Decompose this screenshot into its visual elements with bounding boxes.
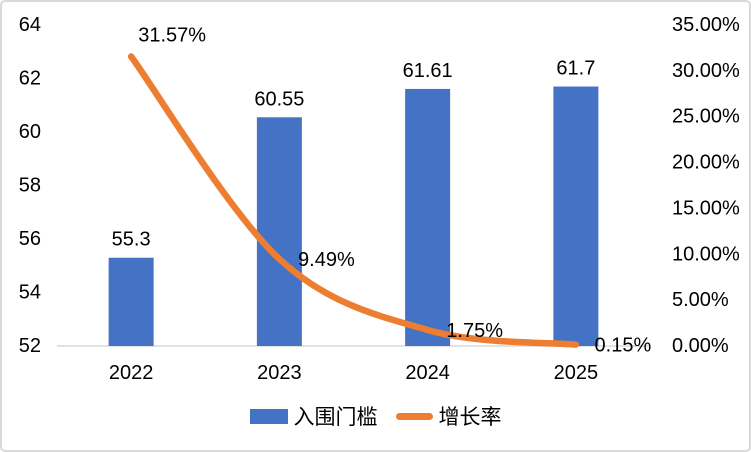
x-axis-label: 2025 bbox=[554, 362, 599, 384]
line-series-swatch-icon bbox=[395, 412, 433, 420]
right-axis-tick-label: 20.00% bbox=[672, 152, 740, 174]
bar-value-label: 61.7 bbox=[556, 58, 595, 80]
left-axis-tick-label: 64 bbox=[19, 14, 41, 36]
x-axis-label: 2022 bbox=[109, 362, 154, 384]
left-axis-tick-label: 52 bbox=[19, 335, 41, 357]
line-point-label: 0.15% bbox=[595, 335, 652, 357]
line-series bbox=[127, 53, 580, 348]
bar bbox=[108, 257, 154, 346]
legend: 入围门槛 增长率 bbox=[0, 402, 751, 430]
left-axis-tick-label: 58 bbox=[19, 175, 41, 197]
left-axis-tick-label: 54 bbox=[19, 282, 41, 304]
right-axis-tick-label: 30.00% bbox=[672, 60, 740, 82]
bar bbox=[256, 117, 302, 346]
left-axis-tick-label: 60 bbox=[19, 121, 41, 143]
right-axis-tick-label: 35.00% bbox=[672, 14, 740, 36]
right-axis-tick-label: 15.00% bbox=[672, 197, 740, 219]
legend-label-line-series: 增长率 bbox=[438, 406, 502, 429]
bar bbox=[405, 88, 451, 347]
x-axis-label: 2023 bbox=[257, 362, 302, 384]
line-point-label: 1.75% bbox=[446, 320, 503, 342]
x-axis-label: 2024 bbox=[405, 362, 450, 384]
legend-label-bar-series: 入围门槛 bbox=[293, 406, 378, 429]
left-axis-tick-label: 62 bbox=[19, 68, 41, 90]
line-point-label: 31.57% bbox=[138, 24, 206, 46]
bar-series-swatch-icon bbox=[249, 408, 288, 424]
right-axis-tick-label: 10.00% bbox=[672, 243, 740, 265]
legend-item-line-series: 增长率 bbox=[395, 401, 502, 431]
bar-value-label: 60.55 bbox=[254, 88, 304, 110]
right-axis-tick-label: 25.00% bbox=[672, 106, 740, 128]
right-axis-tick-label: 0.00% bbox=[672, 335, 729, 357]
left-axis-tick-label: 56 bbox=[19, 228, 41, 250]
bar-value-label: 55.3 bbox=[112, 229, 151, 251]
right-axis-tick-label: 5.00% bbox=[672, 289, 729, 311]
line-point-label: 9.49% bbox=[298, 249, 355, 271]
bar-value-label: 61.61 bbox=[403, 60, 453, 82]
bar bbox=[553, 86, 599, 347]
legend-item-bar-series: 入围门槛 bbox=[249, 401, 378, 431]
